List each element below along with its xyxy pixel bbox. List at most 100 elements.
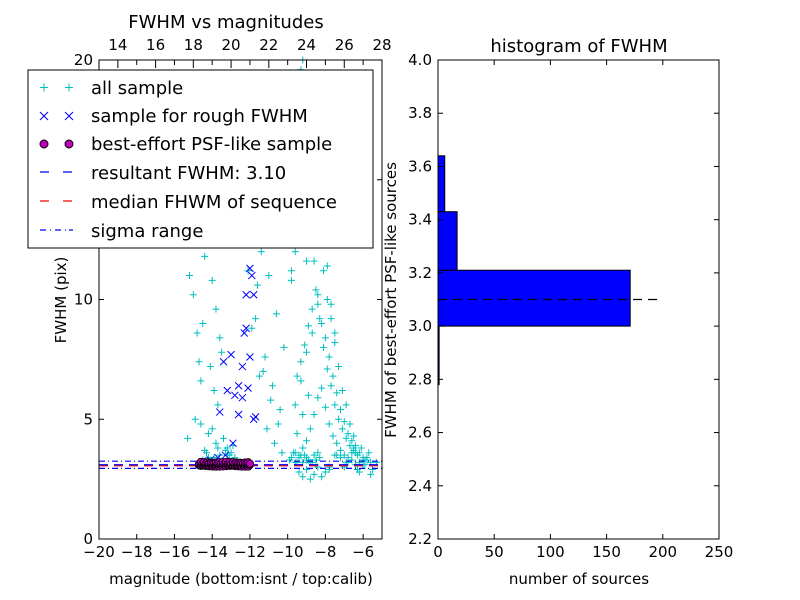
- x-tick-label: −16: [159, 543, 191, 561]
- all-sample-point: [280, 343, 288, 351]
- histogram-y-ticks: 2.2 2.4 2.6 2.8 3.0 3.2 3.4 3.6 3.8 4.0: [408, 51, 719, 548]
- hist-x-tick-label: 0: [433, 543, 443, 561]
- rough-sample-point: [234, 381, 243, 390]
- y-tick-label: 5: [83, 410, 93, 428]
- all-sample-point: [323, 296, 331, 303]
- all-sample-point: [267, 396, 275, 404]
- all-sample-point: [348, 449, 356, 457]
- scatter-top-ticks: 14 16 18 20 22 24 26 28: [108, 36, 392, 68]
- all-sample-point: [325, 353, 333, 361]
- all-sample-point: [350, 444, 358, 452]
- rough-sample-point: [242, 324, 251, 333]
- scatter-x-ticks: −20 −18 −16 −14 −12 −10 −8 −6: [83, 60, 374, 561]
- all-sample-point: [318, 319, 326, 327]
- hist-x-tick-label: 250: [705, 543, 734, 561]
- legend: all sample sample for rough FWHM best-ef…: [27, 69, 374, 249]
- all-sample-point: [214, 444, 222, 452]
- all-sample-point: [208, 276, 216, 284]
- hist-x-tick-label: 200: [648, 543, 677, 561]
- all-sample-point: [321, 334, 329, 342]
- hist-y-tick-label: 2.4: [408, 477, 432, 495]
- all-sample-point: [310, 257, 318, 265]
- all-sample-point: [291, 248, 299, 256]
- top-tick-label: 26: [335, 36, 354, 54]
- rough-sample-point: [223, 386, 232, 395]
- all-sample-point: [335, 363, 343, 371]
- scatter-x-label: magnitude (bottom:isnt / top:calib): [109, 570, 373, 588]
- histogram-x-ticks: 0 50 100 150 200 250: [433, 60, 733, 561]
- hist-y-tick-label: 3.2: [408, 264, 432, 282]
- top-tick-label: 28: [372, 36, 391, 54]
- all-sample-point: [369, 466, 377, 474]
- all-sample-point: [336, 446, 344, 454]
- all-sample-point: [353, 466, 361, 474]
- legend-marker-best: [39, 139, 74, 149]
- all-sample-point: [269, 382, 277, 390]
- legend-label-median: median FHWM of sequence: [91, 192, 337, 213]
- legend-marker-rough: [39, 111, 74, 121]
- all-sample-point: [338, 387, 346, 395]
- all-sample-point: [297, 358, 305, 366]
- top-tick-label: 20: [222, 36, 241, 54]
- all-sample-point: [248, 324, 256, 332]
- rough-sample-point: [249, 290, 258, 299]
- all-sample-point: [184, 434, 192, 442]
- all-sample-point: [303, 348, 311, 356]
- all-sample-point: [327, 382, 335, 390]
- all-sample-point: [208, 425, 216, 433]
- all-sample-point: [335, 415, 343, 423]
- histogram-y-label: FWHM of best-effort PSF-like sources: [382, 162, 400, 438]
- all-sample-point: [312, 456, 320, 464]
- all-sample-point: [331, 401, 339, 409]
- histogram-panel: 0 50 100 150 200 250 2.2 2.4 2.6 2.8 3.0 3.2 3.4 3.6…: [382, 36, 733, 588]
- scatter-panel: −20−18−16−14−12−10−8−6 05101520 14161820…: [27, 12, 392, 588]
- rough-sample-point: [238, 393, 247, 402]
- all-sample-point: [206, 363, 214, 371]
- all-sample-point: [306, 475, 314, 483]
- all-sample-point: [218, 348, 226, 356]
- x-tick-label: −6: [352, 543, 374, 561]
- all-sample-point: [287, 276, 295, 284]
- x-tick-label: −14: [196, 543, 228, 561]
- all-sample-point: [333, 439, 341, 447]
- all-sample-point: [257, 248, 265, 256]
- all-sample-point: [306, 425, 314, 433]
- all-sample-point: [293, 430, 301, 438]
- all-sample-point: [193, 329, 201, 337]
- all-sample-point: [303, 456, 311, 464]
- all-sample-point: [310, 470, 318, 478]
- rough-sample-point: [227, 350, 235, 359]
- legend-box: [27, 69, 374, 249]
- all-sample-point: [276, 406, 284, 414]
- all-sample-point: [295, 454, 303, 462]
- all-sample-point: [323, 262, 331, 270]
- all-sample-point: [348, 437, 356, 445]
- all-sample-point: [221, 446, 229, 454]
- all-sample-point: [270, 439, 278, 447]
- all-sample-point: [210, 387, 218, 395]
- histogram-bar: [437, 155, 446, 213]
- rough-sample-point: [249, 415, 258, 424]
- all-sample-point: [363, 456, 371, 464]
- histogram-bars: [437, 155, 631, 386]
- all-sample-point: [291, 449, 299, 457]
- all-sample-point: [303, 437, 311, 445]
- scatter-frame: [98, 59, 383, 540]
- rough-sample-point: [242, 290, 251, 299]
- hist-y-tick-label: 3.6: [408, 157, 432, 175]
- all-sample-point: [299, 473, 307, 481]
- all-sample-point: [220, 434, 228, 442]
- histogram-bar: [437, 211, 458, 271]
- all-sample-point: [295, 468, 303, 476]
- all-sample-point: [365, 449, 373, 457]
- all-sample-point: [329, 372, 337, 380]
- scatter-title: FWHM vs magnitudes: [128, 12, 323, 33]
- all-sample-point: [316, 315, 324, 323]
- all-sample-point: [301, 451, 309, 459]
- rough-sample-point: [247, 271, 256, 280]
- histogram-title: histogram of FWHM: [490, 36, 667, 57]
- all-sample-point: [214, 401, 222, 409]
- hist-y-tick-label: 2.6: [408, 424, 432, 442]
- hist-y-tick-label: 2.2: [408, 530, 432, 548]
- all-sample-point: [325, 420, 333, 428]
